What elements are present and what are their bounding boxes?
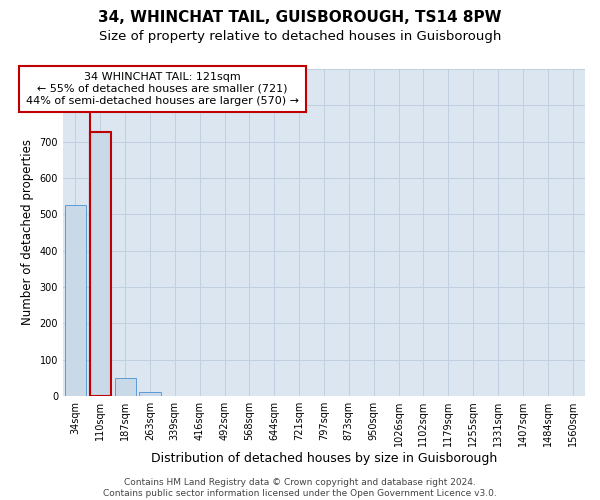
Text: Contains HM Land Registry data © Crown copyright and database right 2024.
Contai: Contains HM Land Registry data © Crown c…	[103, 478, 497, 498]
Text: 34, WHINCHAT TAIL, GUISBOROUGH, TS14 8PW: 34, WHINCHAT TAIL, GUISBOROUGH, TS14 8PW	[98, 10, 502, 25]
Bar	[139, 392, 161, 396]
Bar	[65, 205, 86, 396]
Text: 34 WHINCHAT TAIL: 121sqm
← 55% of detached houses are smaller (721)
44% of semi-: 34 WHINCHAT TAIL: 121sqm ← 55% of detach…	[26, 72, 299, 106]
Y-axis label: Number of detached properties: Number of detached properties	[21, 140, 34, 326]
Text: Size of property relative to detached houses in Guisborough: Size of property relative to detached ho…	[99, 30, 501, 43]
X-axis label: Distribution of detached houses by size in Guisborough: Distribution of detached houses by size …	[151, 452, 497, 465]
Bar	[115, 378, 136, 396]
Bar	[89, 132, 111, 396]
